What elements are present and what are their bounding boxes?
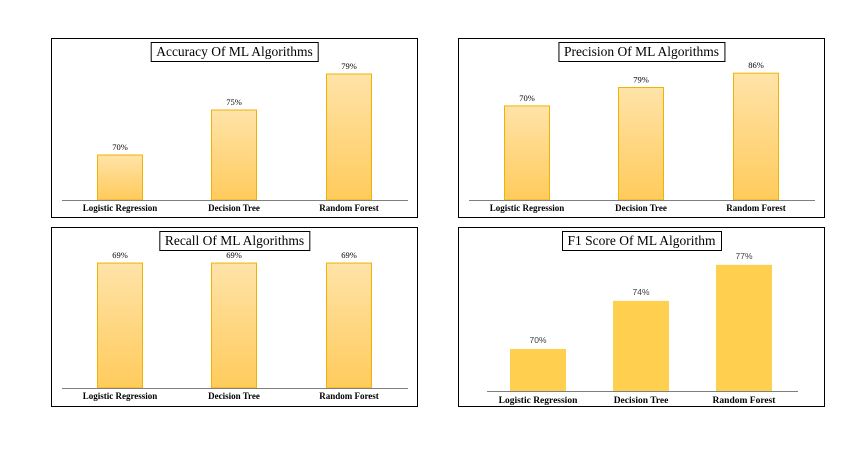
f1-score-chart-svg: 70% Logistic Regression 74% Decision Tree 77… <box>487 251 798 406</box>
accuracy-category-label-decision-tree: Decision Tree <box>208 203 260 213</box>
precision-data-label-logistic-regression: 70% <box>519 93 535 103</box>
accuracy-bar-logistic-regression <box>97 154 143 201</box>
recall-chart-panel: 69% Logistic Regression 69% Decision Tree 69… <box>51 227 418 407</box>
accuracy-category-label-random-forest: Random Forest <box>319 203 379 213</box>
recall-bar-logistic-regression <box>97 262 143 389</box>
accuracy-data-label-random-forest: 79% <box>341 61 357 71</box>
precision-bar-random-forest <box>733 72 779 201</box>
f1-score-data-label-random-forest: 77% <box>735 251 752 261</box>
recall-data-label-logistic-regression: 69% <box>112 250 128 260</box>
f1-score-category-label-logistic-regression: Logistic Regression <box>499 396 578 406</box>
precision-data-label-decision-tree: 79% <box>633 75 649 85</box>
precision-chart-title: Precision Of ML Algorithms <box>557 42 726 62</box>
recall-category-label-random-forest: Random Forest <box>319 391 379 401</box>
accuracy-bar-decision-tree <box>211 109 257 201</box>
f1-score-data-label-logistic-regression: 70% <box>529 335 546 345</box>
accuracy-chart-title: Accuracy Of ML Algorithms <box>150 42 319 62</box>
recall-bar-decision-tree <box>211 262 257 389</box>
accuracy-bar-random-forest <box>326 73 372 201</box>
recall-data-label-random-forest: 69% <box>341 250 357 260</box>
f1-score-chart-panel: 70% Logistic Regression 74% Decision Tree 77… <box>458 227 825 407</box>
precision-category-label-decision-tree: Decision Tree <box>615 203 667 213</box>
accuracy-chart-panel: 70% Logistic Regression 75% Decision Tree 79… <box>51 38 418 218</box>
recall-data-label-decision-tree: 69% <box>226 250 242 260</box>
recall-chart-svg: 69% Logistic Regression 69% Decision Tree 69… <box>62 250 408 401</box>
recall-category-label-logistic-regression: Logistic Regression <box>83 391 158 401</box>
recall-bar-random-forest <box>326 262 372 389</box>
recall-category-label-decision-tree: Decision Tree <box>208 391 260 401</box>
precision-data-label-random-forest: 86% <box>748 60 764 70</box>
precision-category-label-random-forest: Random Forest <box>726 203 786 213</box>
precision-bar-decision-tree <box>618 87 664 201</box>
f1-score-data-label-decision-tree: 74% <box>632 287 649 297</box>
accuracy-category-label-logistic-regression: Logistic Regression <box>83 203 158 213</box>
accuracy-chart-svg: 70% Logistic Regression 75% Decision Tree 79… <box>62 61 408 213</box>
f1-score-category-label-decision-tree: Decision Tree <box>614 396 669 406</box>
accuracy-data-label-decision-tree: 75% <box>226 97 242 107</box>
precision-chart-svg: 70% Logistic Regression 79% Decision Tree 86… <box>469 60 815 213</box>
f1-score-bar-logistic-regression <box>510 348 566 391</box>
f1-score-chart-title: F1 Score Of ML Algorithm <box>561 231 722 251</box>
f1-score-bar-decision-tree <box>613 300 669 391</box>
f1-score-category-label-random-forest: Random Forest <box>713 396 777 406</box>
precision-category-label-logistic-regression: Logistic Regression <box>490 203 565 213</box>
f1-score-bar-random-forest <box>716 264 772 391</box>
recall-chart-title: Recall Of ML Algorithms <box>158 231 311 251</box>
accuracy-data-label-logistic-regression: 70% <box>112 142 128 152</box>
precision-chart-panel: 70% Logistic Regression 79% Decision Tree 86… <box>458 38 825 218</box>
precision-bar-logistic-regression <box>504 105 550 201</box>
